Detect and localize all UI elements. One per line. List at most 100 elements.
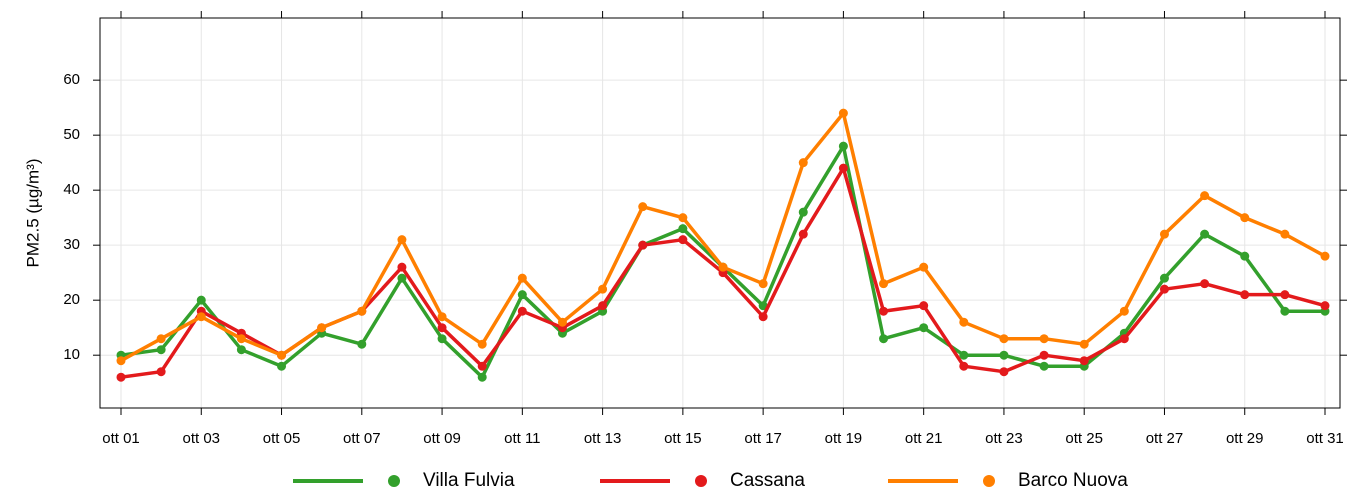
data-point xyxy=(397,235,407,245)
data-point xyxy=(1200,229,1210,239)
legend-label: Barco Nuova xyxy=(1018,470,1128,491)
legend-marker xyxy=(983,475,995,487)
x-tick-label: ott 29 xyxy=(1226,430,1264,447)
data-point xyxy=(598,301,608,311)
data-point xyxy=(838,163,848,173)
data-point xyxy=(277,361,287,371)
data-point xyxy=(437,334,447,344)
data-point xyxy=(718,262,728,272)
x-tick-label: ott 31 xyxy=(1306,430,1344,447)
data-point xyxy=(1200,279,1210,289)
x-tick-label: ott 13 xyxy=(584,430,622,447)
data-point xyxy=(1280,229,1290,239)
data-point xyxy=(477,339,487,349)
data-point xyxy=(919,323,929,333)
data-point xyxy=(879,334,889,344)
x-tick-label: ott 27 xyxy=(1146,430,1184,447)
data-point xyxy=(477,361,487,371)
y-tick-label: 40 xyxy=(63,181,80,198)
data-point xyxy=(397,262,407,272)
data-point xyxy=(517,306,527,316)
data-point xyxy=(156,367,166,377)
data-point xyxy=(517,290,527,300)
data-point xyxy=(1240,251,1250,261)
data-point xyxy=(678,224,688,234)
data-point xyxy=(1159,284,1169,294)
x-tick-label: ott 25 xyxy=(1065,430,1103,447)
x-tick-label: ott 03 xyxy=(183,430,221,447)
data-point xyxy=(999,350,1009,360)
legend-label: Cassana xyxy=(730,470,805,491)
data-point xyxy=(357,306,367,316)
x-tick-label: ott 15 xyxy=(664,430,702,447)
data-point xyxy=(116,372,126,382)
x-tick-label: ott 01 xyxy=(102,430,140,447)
data-point xyxy=(357,339,367,349)
data-point xyxy=(1320,301,1330,311)
data-point xyxy=(156,345,166,355)
y-axis-title: PM2.5 (µg/m³) xyxy=(23,159,42,268)
x-tick-label: ott 17 xyxy=(744,430,782,447)
data-point xyxy=(1159,229,1169,239)
data-point xyxy=(196,312,206,322)
data-point xyxy=(1280,290,1290,300)
data-point xyxy=(517,273,527,283)
y-tick-label: 20 xyxy=(63,291,80,308)
data-point xyxy=(678,235,688,245)
data-point xyxy=(437,323,447,333)
x-tick-label: ott 05 xyxy=(263,430,301,447)
data-point xyxy=(879,306,889,316)
data-point xyxy=(1119,334,1129,344)
data-point xyxy=(999,367,1009,377)
data-point xyxy=(477,372,487,382)
data-point xyxy=(317,323,327,333)
legend-marker xyxy=(388,475,400,487)
data-point xyxy=(919,301,929,311)
data-point xyxy=(1039,350,1049,360)
data-point xyxy=(758,312,768,322)
data-point xyxy=(1039,334,1049,344)
data-point xyxy=(1320,251,1330,261)
data-point xyxy=(397,273,407,283)
y-tick-label: 10 xyxy=(63,346,80,363)
data-point xyxy=(798,229,808,239)
data-point xyxy=(879,279,889,289)
data-point xyxy=(1079,339,1089,349)
x-tick-label: ott 07 xyxy=(343,430,381,447)
x-tick-label: ott 09 xyxy=(423,430,461,447)
data-point xyxy=(557,317,567,327)
data-point xyxy=(798,158,808,168)
data-point xyxy=(638,240,648,250)
data-point xyxy=(1079,356,1089,366)
data-point xyxy=(1119,306,1129,316)
data-point xyxy=(196,295,206,305)
y-tick-label: 60 xyxy=(63,71,80,88)
data-point xyxy=(678,213,688,223)
data-point xyxy=(1200,191,1210,201)
data-point xyxy=(959,317,969,327)
data-point xyxy=(1039,361,1049,371)
x-tick-label: ott 21 xyxy=(905,430,943,447)
data-point xyxy=(116,356,126,366)
data-point xyxy=(638,202,648,212)
data-point xyxy=(1159,273,1169,283)
data-point xyxy=(999,334,1009,344)
data-point xyxy=(277,350,287,360)
y-tick-label: 30 xyxy=(63,236,80,253)
y-tick-label: 50 xyxy=(63,126,80,143)
data-point xyxy=(598,284,608,294)
data-point xyxy=(838,141,848,151)
x-tick-label: ott 19 xyxy=(825,430,863,447)
data-point xyxy=(959,350,969,360)
data-point xyxy=(838,108,848,118)
data-point xyxy=(959,361,969,371)
data-point xyxy=(437,312,447,322)
legend-marker xyxy=(695,475,707,487)
data-point xyxy=(919,262,929,272)
data-point xyxy=(1240,213,1250,223)
x-tick-label: ott 11 xyxy=(504,430,540,447)
data-point xyxy=(1280,306,1290,316)
data-point xyxy=(758,279,768,289)
series-line xyxy=(120,111,1326,363)
